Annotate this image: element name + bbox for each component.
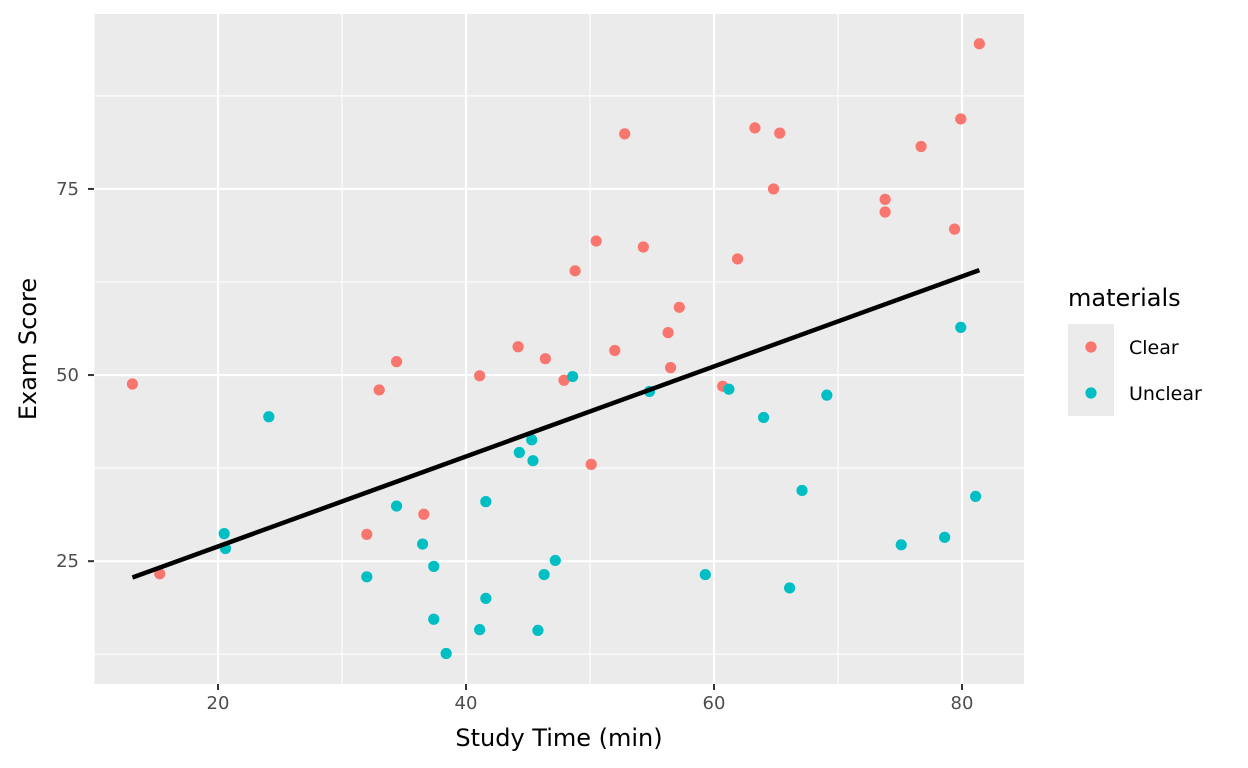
axes: 20 40 60 80 25 50 75 [56,179,973,714]
data-point-unclear [513,446,525,459]
data-point-unclear [723,383,735,395]
data-point-unclear [895,539,907,551]
legend-title: materials [1068,284,1181,312]
y-tick-label: 25 [56,551,79,572]
data-point-unclear [567,370,579,383]
data-point-clear [637,241,649,253]
y-axis-title: Exam Score [14,278,42,420]
data-point-unclear [758,411,770,424]
data-point-clear [474,370,486,382]
data-point-clear [539,353,551,365]
data-point-clear [955,113,967,125]
data-point-unclear [480,592,492,604]
data-point-unclear [390,500,403,512]
data-point-clear [948,223,961,235]
data-point-clear [749,122,761,134]
grid-minor [93,14,1024,684]
data-point-clear [390,356,403,368]
data-point-clear [673,301,685,313]
data-point-clear [731,253,744,265]
legend-key-clear [1085,341,1097,353]
data-point-unclear [527,455,539,467]
data-point-clear [619,128,631,140]
data-point-clear [973,38,985,50]
data-point-unclear [970,490,982,502]
data-point-unclear [796,484,808,497]
data-point-unclear [218,528,230,540]
data-point-unclear [417,538,429,550]
legend-key-unclear [1085,387,1097,399]
data-point-unclear [538,568,550,581]
data-point-unclear [480,496,492,508]
data-point-clear [373,384,385,396]
data-point-clear [512,341,524,353]
data-point-clear [418,508,430,520]
data-point-clear [767,183,780,195]
legend-label-clear: Clear [1129,337,1179,359]
data-points [126,38,985,660]
data-point-clear [774,127,786,139]
data-point-unclear [699,568,711,581]
x-tick-label: 60 [703,693,726,714]
legend-label-unclear: Unclear [1129,383,1202,405]
data-point-unclear [440,647,452,660]
trend-line-group [131,267,981,580]
y-tick-label: 50 [56,365,79,386]
data-point-clear [585,458,597,470]
data-point-unclear [532,624,544,637]
data-point-clear [879,193,891,205]
data-point-unclear [526,434,538,446]
data-point-clear [361,528,373,540]
data-point-unclear [474,624,486,636]
panel-background [94,14,1024,684]
data-point-unclear [939,531,951,543]
x-tick-label: 20 [207,693,230,714]
data-point-clear [558,374,570,386]
data-point-clear [609,344,621,357]
data-point-unclear [361,571,373,583]
x-axis-title: Study Time (min) [455,724,662,752]
trend-line [131,267,981,580]
legend: materials Clear Unclear [1068,284,1202,416]
x-tick-label: 80 [951,693,974,714]
data-point-unclear [784,582,796,594]
data-point-unclear [955,321,967,334]
data-point-unclear [428,613,440,625]
data-point-clear [879,206,891,218]
data-point-unclear [821,389,833,401]
data-point-unclear [549,554,561,567]
data-point-clear [569,265,581,277]
data-point-clear [665,362,677,374]
data-point-unclear [263,411,275,423]
data-point-clear [590,235,602,247]
data-point-clear [915,140,927,153]
data-point-unclear [428,560,440,572]
x-tick-label: 40 [455,693,478,714]
data-point-clear [126,378,139,390]
y-tick-label: 75 [56,179,79,200]
data-point-clear [662,327,674,339]
